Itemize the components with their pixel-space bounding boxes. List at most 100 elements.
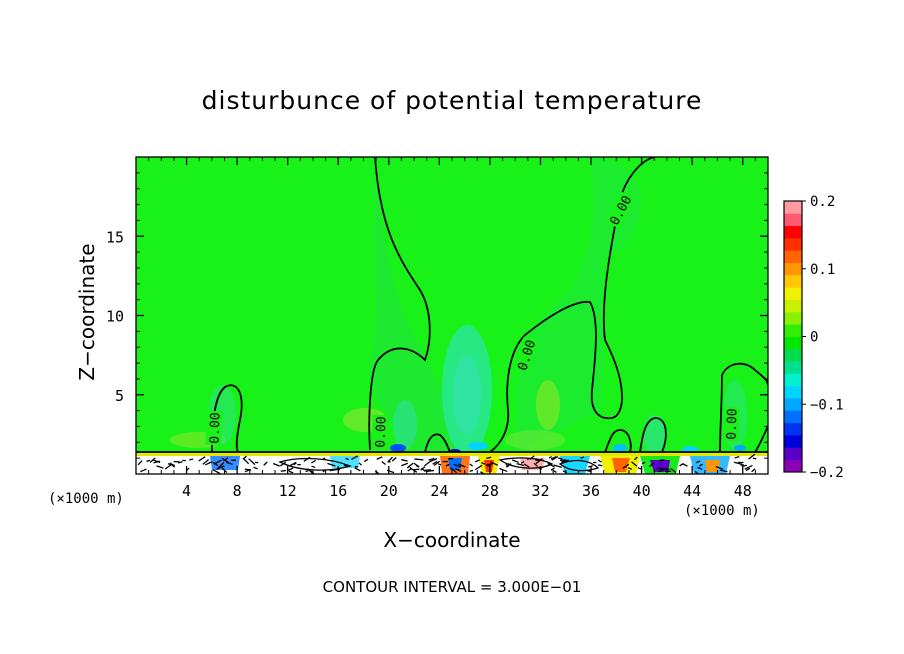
ground-dash bbox=[387, 456, 394, 463]
ground-dash bbox=[254, 461, 259, 464]
ground-dash bbox=[694, 470, 700, 474]
colorbar-swatch bbox=[784, 311, 802, 325]
ground-dash bbox=[474, 464, 483, 471]
ground-dash bbox=[358, 462, 362, 466]
ground-dash bbox=[622, 463, 630, 469]
ground-dash bbox=[744, 464, 753, 470]
ground-dash bbox=[311, 465, 316, 469]
ground-dash bbox=[212, 461, 219, 467]
ground-dash bbox=[487, 464, 492, 467]
boundary-strip bbox=[136, 452, 768, 456]
ground-dash bbox=[679, 462, 684, 467]
ground-dash bbox=[457, 463, 466, 468]
colorbar-swatch bbox=[784, 262, 802, 276]
ground-dash bbox=[548, 456, 553, 459]
ground-dash bbox=[202, 459, 210, 465]
colorbar-swatch bbox=[784, 459, 802, 473]
ground-dash bbox=[363, 458, 369, 463]
ground-dash bbox=[550, 467, 555, 471]
x-tick-label: 16 bbox=[329, 482, 347, 500]
ground-dash bbox=[401, 462, 409, 467]
y-tick-label: 10 bbox=[106, 308, 124, 326]
ground-dash bbox=[454, 468, 462, 472]
zero-contours bbox=[136, 157, 768, 453]
ground-dash bbox=[428, 457, 435, 461]
ground-dash bbox=[485, 462, 494, 466]
colorbar-swatch bbox=[784, 201, 802, 214]
ground-dash bbox=[627, 467, 633, 470]
ground-dash bbox=[248, 458, 256, 466]
x-tick-label: 40 bbox=[633, 482, 651, 500]
ground-dash bbox=[637, 467, 642, 470]
ground-dash bbox=[409, 466, 418, 473]
ground-dash bbox=[413, 468, 420, 471]
ground-dash bbox=[551, 456, 559, 461]
colorbar-swatch bbox=[784, 373, 802, 387]
contour-label-bg bbox=[205, 410, 223, 446]
colorbar-swatch bbox=[784, 250, 802, 263]
ground-dash bbox=[407, 468, 412, 472]
ground-dash bbox=[670, 468, 677, 473]
ground-dash bbox=[453, 463, 462, 468]
colorbar-label: −0.2 bbox=[810, 465, 844, 481]
colorbar-swatch bbox=[784, 398, 802, 411]
ground-dash bbox=[225, 461, 233, 466]
ground-dash bbox=[343, 464, 348, 467]
ground-dash bbox=[345, 457, 349, 461]
ground-dash bbox=[433, 460, 441, 467]
ground-loop bbox=[558, 459, 600, 472]
colorbar-swatch bbox=[784, 447, 802, 461]
ground-dash bbox=[149, 457, 156, 463]
colorbar-label: 0.1 bbox=[810, 262, 835, 278]
ground-dash bbox=[558, 457, 563, 460]
ground-dash bbox=[288, 470, 294, 474]
ground-dash bbox=[505, 463, 512, 468]
colorbar-swatch bbox=[784, 324, 802, 337]
ground-dash bbox=[140, 468, 147, 473]
ground-dash bbox=[641, 461, 646, 465]
colorbar: 0.2 0.1 0 −0.1 −0.2 bbox=[783, 194, 844, 481]
ground-dash bbox=[221, 457, 229, 463]
ground-dash bbox=[561, 459, 569, 463]
x-unit-right: (×1000 m) bbox=[684, 503, 760, 519]
ground-dash bbox=[212, 469, 221, 474]
ground-dash bbox=[437, 463, 442, 466]
ground-dash bbox=[137, 460, 143, 466]
ground-dash bbox=[662, 467, 670, 471]
ground-dash bbox=[303, 456, 311, 462]
ground-dash bbox=[469, 469, 474, 472]
ground-dash bbox=[305, 470, 309, 473]
ground-dash bbox=[511, 459, 519, 463]
ground-dash bbox=[253, 466, 258, 470]
ground-dash bbox=[189, 458, 194, 461]
colorbar-swatch bbox=[784, 299, 802, 313]
ground-dash bbox=[391, 457, 397, 462]
ground-dash bbox=[263, 461, 268, 466]
ground-dash bbox=[520, 460, 525, 464]
ground-dash bbox=[401, 458, 408, 462]
ground-dash bbox=[481, 462, 486, 465]
y-tick-label: 15 bbox=[106, 228, 124, 246]
x-tick-label: 24 bbox=[430, 482, 448, 500]
ground-dash bbox=[740, 463, 744, 466]
x-tick-label: 44 bbox=[683, 482, 701, 500]
plot-field: 0.00 0.000.000.000.00 bbox=[136, 157, 768, 474]
ground-dash bbox=[310, 470, 316, 474]
ground-dash bbox=[293, 462, 297, 466]
contour-label: 0.00 bbox=[373, 416, 389, 448]
ground-dash bbox=[631, 461, 638, 467]
colorbar-label: 0 bbox=[810, 330, 818, 346]
colorbar-swatch bbox=[784, 237, 802, 251]
y-tick-label: 5 bbox=[115, 387, 124, 405]
ground-dash bbox=[499, 467, 508, 473]
contour-interval-note: CONTOUR INTERVAL = 3.000E−01 bbox=[322, 578, 582, 596]
ground-dash bbox=[182, 459, 186, 462]
ground-dash bbox=[217, 462, 225, 469]
ground-dash bbox=[719, 469, 728, 473]
ground-dash bbox=[156, 465, 164, 469]
ground-dash bbox=[649, 462, 655, 468]
colorbar-label: 0.2 bbox=[810, 194, 835, 210]
ground-dash bbox=[280, 469, 286, 472]
x-unit-left: (×1000 m) bbox=[48, 491, 124, 507]
